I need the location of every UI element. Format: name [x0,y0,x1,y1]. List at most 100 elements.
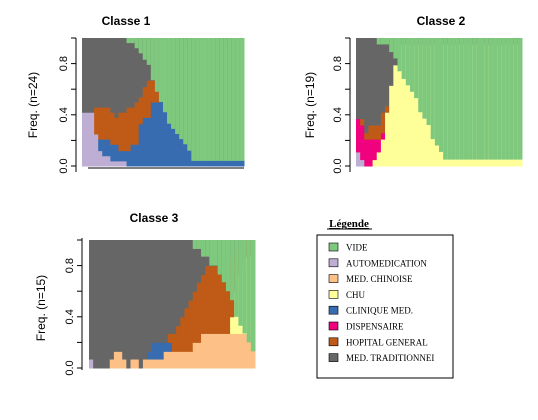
y-tick-label: 0.8 [332,56,344,71]
state-cell-vide [434,38,440,146]
state-cell-hopital-general [172,333,177,352]
state-cell-med-chinoise [230,333,235,369]
state-cell-automedication [86,112,91,167]
state-cell-vide [397,38,403,72]
state-cell-med-chinoise [242,333,248,369]
state-cell-med-traditionnel [102,38,107,108]
state-cell-med-chinoise [176,351,181,369]
state-cell-med-traditionnel [192,240,198,292]
state-cell-med-chinoise [192,342,198,369]
state-cell-vide [205,240,210,257]
state-cell-vide [480,38,486,160]
state-cell-vide [488,38,494,160]
state-cell-hopital-general [209,265,214,334]
state-cell-med-traditionnel [86,38,91,113]
state-cell-med-traditionnel [159,240,165,343]
state-cell-hopital-general [188,300,194,352]
state-cell-clinique-med [138,123,144,167]
state-cell-vide [183,38,188,145]
legend: Légende VIDE AUTOMEDICATION MED. CHINOISE C… [316,218,454,379]
state-cell-med-chinoise [134,359,140,369]
state-cell-med-chinoise [238,333,244,369]
chart-panel-classe-3: Classe 3 0.0 0.4 0.8 Freq. (n=15) [34,211,256,376]
legend-swatch-med-chinoise [328,274,339,283]
state-cell-dispensaire [364,139,369,167]
state-cell-automedication [82,112,87,167]
state-cell-hopital-general [217,265,223,334]
state-cell-vide [191,38,196,161]
state-cell-vide [443,38,448,160]
state-cell-vide [393,38,398,59]
state-cell-med-chinoise [184,351,190,369]
state-cell-vide [513,38,519,160]
state-cell-vide [175,38,180,134]
legend-label: CLINIQUE MED. [346,306,413,316]
state-cell-vide [167,38,172,124]
state-cell-dispensaire [376,139,382,153]
state-cell-med-traditionnel [134,240,140,360]
legend-swatch-med-traditionnel [328,353,339,362]
state-cell-med-traditionnel [380,38,386,113]
state-cell-med-chinoise [172,351,177,369]
state-cell-med-traditionnel [89,240,94,360]
state-cell-med-traditionnel [372,38,378,126]
state-cell-vide [199,38,204,161]
state-cell-clinique-med [126,150,132,167]
chart-title: Classe 1 [102,14,151,28]
state-cell-vide [146,38,152,65]
state-cell-med-traditionnel [122,38,128,113]
state-cell-med-traditionnel [93,240,98,369]
state-cell-med-traditionnel [196,240,202,283]
state-cell-med-traditionnel [97,240,102,369]
chart-panel-classe-1: Classe 1 0.0 0.4 0.8 Freq. (n=24) [26,14,245,174]
chart-panel-classe-2: Classe 2 0.0 0.4 0.8 Freq. (n=19) [303,14,523,174]
state-cell-clinique-med [122,150,128,162]
state-cell-vide [455,38,461,160]
state-cell-vide [211,38,217,161]
state-cell-automedication [122,160,128,167]
state-cell-vide [509,38,515,160]
state-cell-vide [401,38,407,79]
state-cell-dispensaire [356,118,361,153]
state-cell-med-traditionnel [130,240,136,360]
state-cell-med-traditionnel [126,38,132,108]
state-cell-clinique-med [158,80,164,167]
state-cell-vide [217,240,223,275]
state-cell-med-chinoise [188,351,194,369]
state-cell-med-traditionnel [101,240,107,369]
state-cell-vide [158,38,164,102]
state-cell-hopital-general [94,107,99,135]
state-cell-automedication [114,160,119,167]
y-axis-ticks: 0.0 0.4 0.8 [58,37,76,174]
state-cell-chu [372,159,378,167]
legend-label: AUTOMEDICATION [346,258,427,268]
state-cell-med-chinoise [225,333,231,369]
state-cell-hopital-general [184,307,190,352]
state-cell-chu [393,64,398,167]
state-cell-med-traditionnel [113,240,119,352]
state-cell-vide [517,38,523,160]
state-cell-med-chinoise [205,333,210,369]
state-cell-clinique-med [118,150,123,162]
legend-label: MED. TRADITIONNEI [346,353,434,363]
state-cell-med-traditionnel [180,240,185,318]
state-cell-vide [223,38,229,161]
state-cell-med-chinoise [234,333,239,369]
state-cell-med-traditionnel [106,38,111,108]
state-cell-vide [192,240,198,249]
state-cell-vide [134,38,140,49]
state-cell-hopital-general [372,125,378,140]
state-cell-chu [380,139,386,167]
state-cell-med-traditionnel [109,240,115,360]
state-cell-vide [472,38,477,160]
state-cell-med-traditionnel [82,38,87,113]
state-cell-med-traditionnel [138,38,144,98]
state-cell-med-chinoise [159,359,165,369]
state-cell-med-chinoise [196,342,202,369]
state-cell-vide [230,240,235,301]
state-cell-vide [154,38,160,92]
y-tick-label: 0.0 [64,360,76,375]
state-cell-hopital-general [110,112,115,145]
state-cell-chu [389,85,394,167]
state-cell-hopital-general [114,117,119,145]
